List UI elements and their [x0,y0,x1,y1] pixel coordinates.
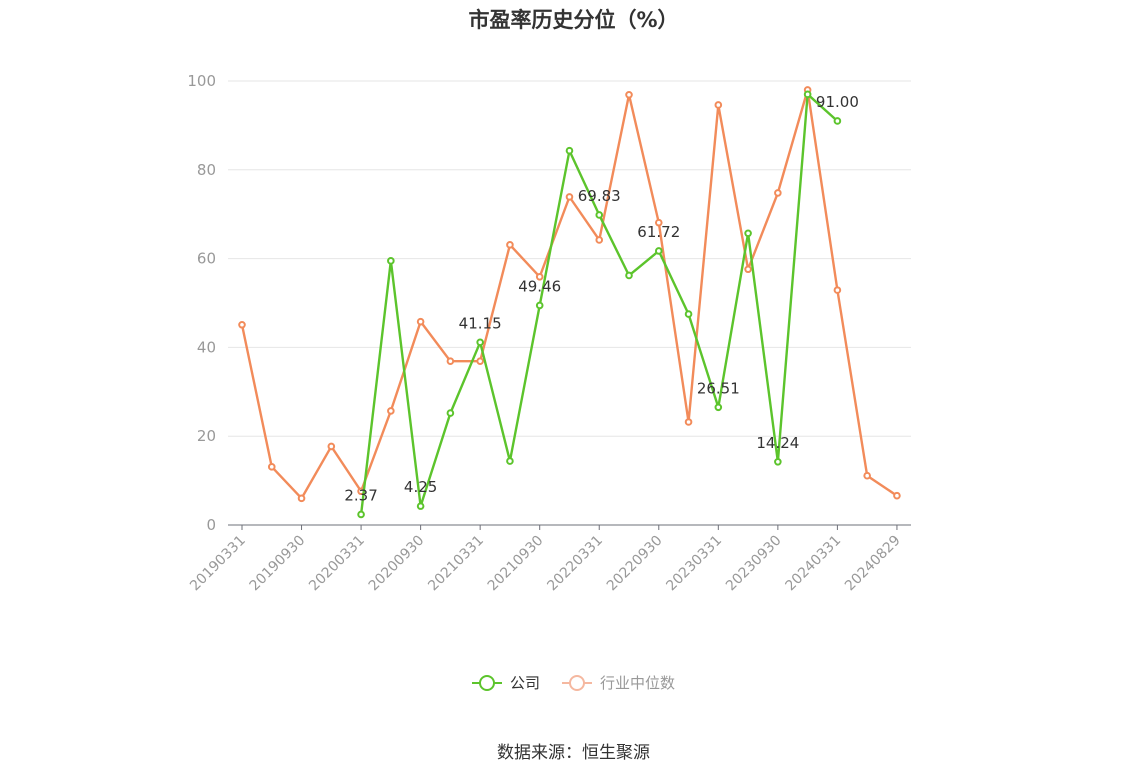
data-label-company: 61.72 [637,223,680,241]
data-point-company [625,271,633,280]
data-point-company [506,457,514,465]
x-tick-label: 20240331 [783,533,845,595]
x-tick-label: 20240829 [842,533,904,595]
legend: 公司 行业中位数 [0,672,1147,693]
legend-item-industry[interactable]: 行业中位数 [562,672,675,693]
data-point-company [476,338,484,347]
x-tick-label: 20230930 [723,533,785,595]
data-point-industry [446,357,455,365]
data-point-company [654,247,663,255]
x-tick-label: 20210331 [425,533,487,595]
data-point-industry [238,320,246,329]
x-tick-label: 20220930 [604,533,666,595]
data-point-industry [625,90,633,99]
data-point-industry [595,236,604,244]
x-tick-label: 20230331 [663,533,725,595]
y-tick-label: 40 [197,338,216,356]
legend-industry-label: 行业中位数 [600,674,676,692]
data-point-company [714,403,723,412]
data-point-company [684,310,693,318]
x-tick-label: 20190930 [247,533,309,595]
data-point-industry [506,241,514,249]
y-tick-label: 60 [197,250,216,268]
data-label-company: 41.15 [459,314,502,332]
data-point-company [446,409,455,417]
data-point-company [535,301,544,310]
data-point-company [357,510,365,519]
data-point-industry [863,471,871,480]
y-tick-label: 100 [187,72,216,90]
data-label-company: 69.83 [578,187,621,205]
x-tick-label: 20200930 [366,533,428,595]
data-point-industry [327,442,336,451]
x-tick-label: 20190331 [187,533,249,595]
x-tick-label: 20200331 [306,533,368,595]
data-point-industry [535,273,544,281]
data-point-industry [893,491,901,500]
data-point-industry [565,193,574,201]
data-label-company: 4.25 [404,478,437,496]
data-point-company [565,146,574,155]
x-tick-label: 20210930 [485,533,547,595]
data-point-company [803,90,812,99]
x-tick-label: 20220331 [544,533,606,595]
data-label-company: 26.51 [697,379,740,397]
data-label-company: 14.24 [756,434,799,452]
data-point-industry [416,317,425,326]
data-point-company [774,457,782,466]
data-point-industry [684,418,693,426]
data-point-industry [744,265,752,274]
y-tick-label: 20 [197,427,216,445]
data-point-industry [476,357,484,365]
legend-item-company[interactable]: 公司 [471,672,540,693]
data-point-company [387,257,395,265]
legend-company-marker [471,674,502,691]
data-point-industry [654,218,663,227]
data-label-company: 2.37 [344,486,377,504]
legend-company-label: 公司 [509,674,540,692]
chart-title: 市盈率历史分位（%） [468,8,679,32]
data-point-industry [387,407,395,415]
data-point-industry [267,463,276,471]
data-point-company [595,211,604,219]
y-tick-label: 80 [197,161,216,179]
line-chart: 0 20 40 60 80 100 2019033120190930202003312020… [187,72,911,595]
data-point-company [744,229,752,238]
data-source: 数据来源：恒生聚源 [497,743,650,763]
data-point-company [833,117,842,125]
data-point-company [416,502,425,510]
data-point-industry [774,189,782,197]
data-label-company: 49.46 [518,277,561,295]
data-point-industry [833,286,842,294]
data-point-industry [297,494,306,503]
data-label-company: 91.00 [816,93,859,111]
legend-industry-marker [562,674,592,691]
data-point-industry [714,101,723,109]
y-tick-label: 0 [206,516,216,534]
